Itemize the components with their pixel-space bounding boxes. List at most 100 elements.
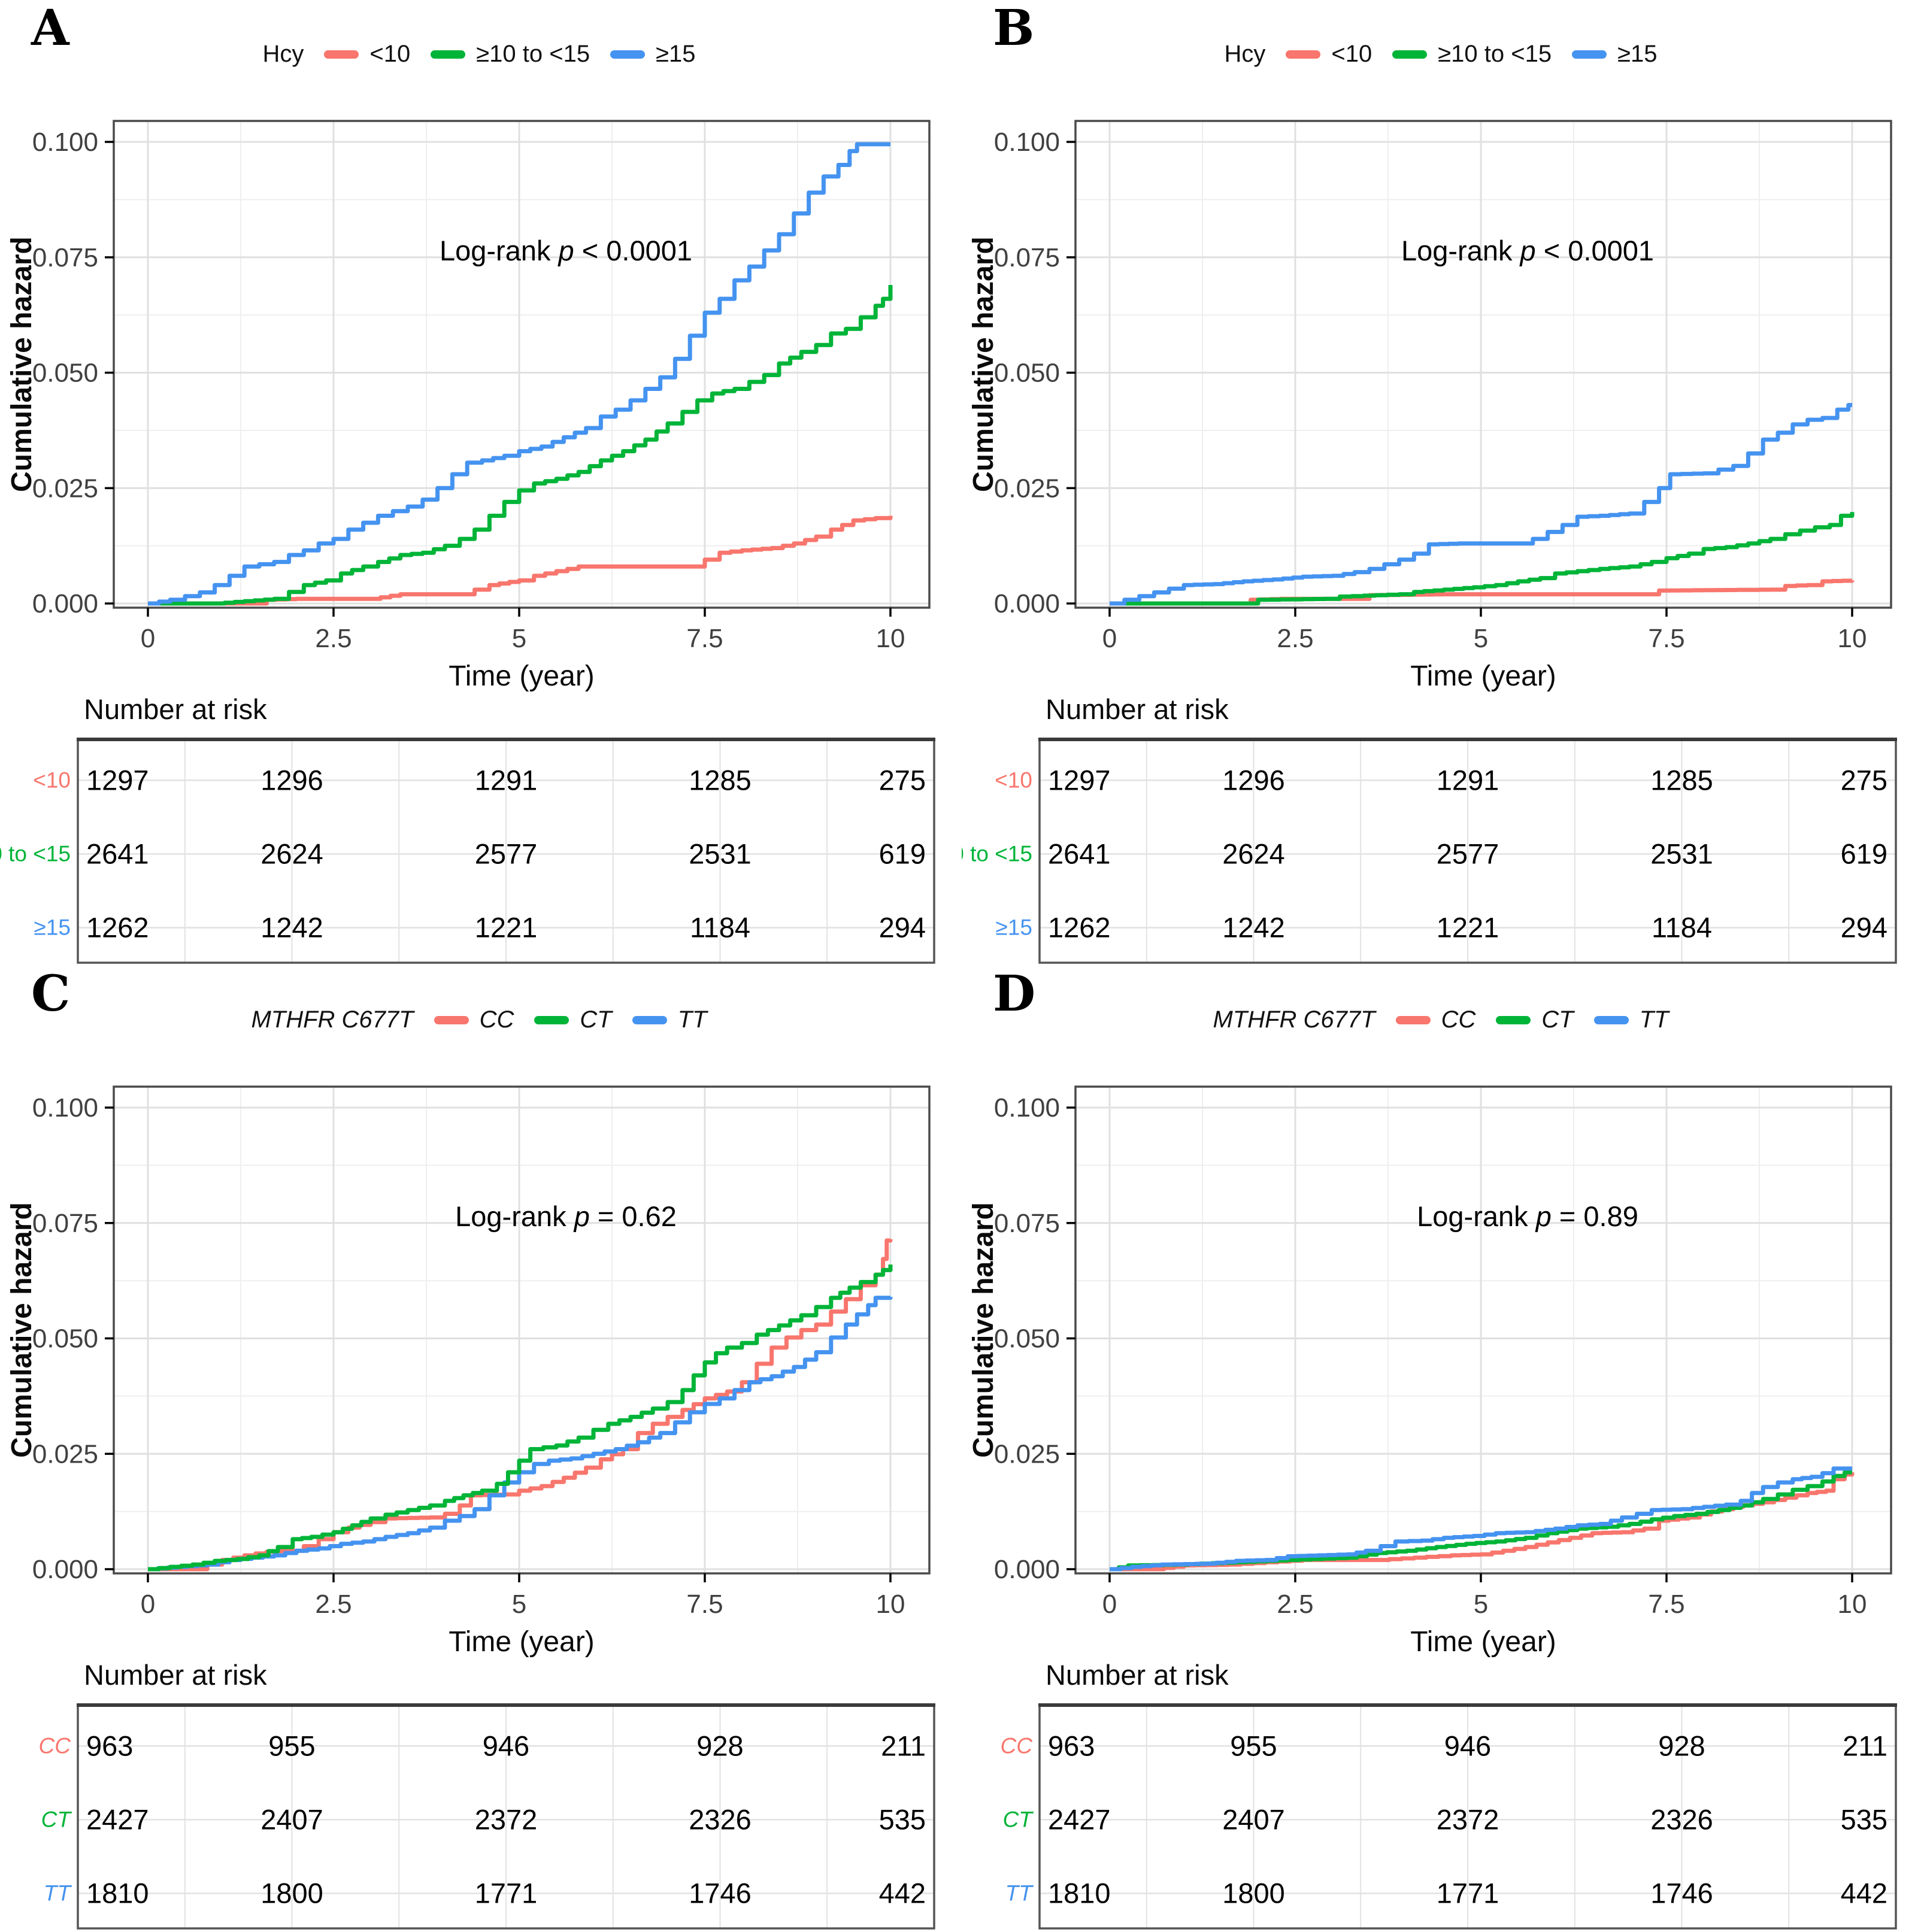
svg-text:0.075: 0.075 bbox=[994, 243, 1060, 272]
panel: B Hcy <10 ≥10 to <15 ≥15 0 2.5 5 7.5 10 0.000… bbox=[962, 0, 1924, 966]
legend-swatch-green-icon bbox=[1496, 1015, 1531, 1024]
risk-value: 1242 bbox=[1222, 911, 1285, 943]
svg-text:0.000: 0.000 bbox=[994, 1555, 1060, 1584]
risk-value: 2407 bbox=[260, 1803, 323, 1835]
gridlines bbox=[114, 1087, 929, 1573]
legend-swatch-blue-icon bbox=[632, 1015, 667, 1024]
panel: D MTHFR C677T CC CT TT 0 2.5 5 7.5 10 0.000 0.… bbox=[962, 966, 1924, 1932]
svg-text:7.5: 7.5 bbox=[686, 1590, 723, 1619]
cumulative-hazard-chart: 0 2.5 5 7.5 10 0.000 0.025 0.050 0.075 0.100 Time … bbox=[0, 1056, 962, 1660]
legend-label: ≥15 bbox=[656, 41, 696, 67]
axis-ticks: 0 2.5 5 7.5 10 0.000 0.025 0.050 0.075 0.100 bbox=[994, 128, 1867, 653]
risk-value: 1285 bbox=[1650, 764, 1713, 796]
series-curve bbox=[148, 1264, 893, 1572]
risk-table-title: Number at risk bbox=[1046, 1659, 1229, 1691]
axis-ticks: 0 2.5 5 7.5 10 0.000 0.025 0.050 0.075 0.100 bbox=[32, 1093, 905, 1619]
risk-value: 2407 bbox=[1222, 1803, 1285, 1835]
risk-value: 275 bbox=[879, 764, 926, 796]
risk-value: 963 bbox=[86, 1730, 133, 1761]
risk-value: 1810 bbox=[1048, 1877, 1111, 1909]
risk-value: 275 bbox=[1841, 764, 1887, 796]
risk-row-label: <10 bbox=[33, 768, 71, 792]
y-axis-title: Cumulative hazard bbox=[968, 236, 999, 492]
legend-title: MTHFR C677T bbox=[251, 1006, 414, 1033]
y-axis-title: Cumulative hazard bbox=[6, 1202, 38, 1458]
svg-text:2.5: 2.5 bbox=[1277, 624, 1313, 653]
risk-table-svg: Number at risk <10 1297 1296 1291 1285 275 ≥10 … bbox=[0, 693, 935, 964]
svg-text:0.000: 0.000 bbox=[994, 589, 1060, 618]
legend-label: ≥15 bbox=[1617, 41, 1658, 67]
legend-item: CT bbox=[534, 1006, 612, 1033]
chart-svg-A: 0 2.5 5 7.5 10 0.000 0.025 0.050 0.075 0.100 Time … bbox=[6, 120, 931, 692]
risk-value: 928 bbox=[696, 1730, 743, 1761]
risk-value: 211 bbox=[1843, 1730, 1887, 1761]
legend: MTHFR C677T CC CT TT bbox=[980, 1006, 1902, 1033]
legend-label: CC bbox=[479, 1006, 514, 1033]
risk-table-title: Number at risk bbox=[84, 1659, 267, 1691]
legend-label: CT bbox=[580, 1006, 612, 1033]
legend-label: CC bbox=[1441, 1006, 1476, 1033]
legend-label: ≥10 to <15 bbox=[476, 41, 590, 67]
svg-text:5: 5 bbox=[1474, 624, 1488, 653]
x-axis-title: Time (year) bbox=[1410, 660, 1556, 692]
legend-label: CT bbox=[1541, 1006, 1574, 1033]
gridlines bbox=[1075, 1087, 1891, 1573]
risk-value: 211 bbox=[881, 1730, 926, 1761]
risk-value: 1262 bbox=[86, 911, 149, 943]
legend-item: ≥10 to <15 bbox=[431, 41, 590, 68]
risk-value: 535 bbox=[879, 1803, 926, 1835]
risk-value: 1800 bbox=[260, 1877, 323, 1909]
risk-value: 2577 bbox=[1437, 838, 1499, 869]
risk-gridlines bbox=[1040, 1705, 1896, 1928]
risk-row-label: ≥10 to <15 bbox=[0, 841, 71, 866]
legend-title: Hcy bbox=[262, 41, 304, 67]
risk-row-label: ≥10 to <15 bbox=[962, 841, 1032, 866]
legend-item: ≥10 to <15 bbox=[1392, 41, 1552, 68]
risk-gridlines bbox=[78, 739, 934, 963]
risk-value: 1242 bbox=[260, 911, 323, 943]
series bbox=[1110, 1466, 1855, 1572]
risk-value: 1297 bbox=[86, 764, 149, 796]
risk-value: 1221 bbox=[475, 911, 538, 943]
risk-table-svg: Number at risk <10 1297 1296 1291 1285 275 ≥10 … bbox=[962, 693, 1897, 964]
risk-value: 1221 bbox=[1437, 911, 1499, 943]
legend-title: Hcy bbox=[1224, 41, 1266, 67]
svg-text:0.075: 0.075 bbox=[994, 1209, 1060, 1238]
legend-item: <10 bbox=[324, 41, 410, 68]
svg-text:10: 10 bbox=[1838, 1590, 1867, 1619]
legend-label: <10 bbox=[1331, 41, 1372, 67]
risk-value: 1296 bbox=[260, 764, 323, 796]
legend-swatch-green-icon bbox=[534, 1015, 569, 1024]
svg-text:7.5: 7.5 bbox=[1648, 624, 1684, 653]
y-axis-title: Cumulative hazard bbox=[6, 236, 38, 492]
svg-text:2.5: 2.5 bbox=[315, 624, 352, 653]
legend-item: TT bbox=[1593, 1006, 1669, 1033]
risk-gridlines bbox=[1040, 739, 1896, 963]
x-axis-title: Time (year) bbox=[449, 660, 595, 692]
risk-value: 294 bbox=[1841, 911, 1887, 943]
svg-text:0.050: 0.050 bbox=[32, 359, 98, 388]
risk-value: 2372 bbox=[475, 1803, 538, 1835]
legend-item: TT bbox=[632, 1006, 707, 1033]
risk-value: 955 bbox=[268, 1730, 315, 1761]
risk-value: 1291 bbox=[475, 764, 538, 796]
legend-item: <10 bbox=[1286, 41, 1372, 68]
x-axis-title: Time (year) bbox=[1410, 1626, 1556, 1658]
risk-row-label: ≥15 bbox=[34, 915, 71, 939]
legend-label: TT bbox=[677, 1006, 707, 1033]
risk-row-label: CC bbox=[39, 1733, 71, 1758]
x-axis-title: Time (year) bbox=[449, 1626, 595, 1658]
risk-row-label: CT bbox=[1003, 1807, 1034, 1831]
svg-text:10: 10 bbox=[876, 624, 905, 653]
series-curve bbox=[1110, 1466, 1852, 1572]
panel: A Hcy <10 ≥10 to <15 ≥15 0 2.5 5 7.5 10 0.000… bbox=[0, 0, 962, 966]
risk-row-label: TT bbox=[1005, 1881, 1034, 1905]
risk-gridlines bbox=[78, 1705, 934, 1928]
risk-value: 2427 bbox=[86, 1803, 149, 1835]
svg-text:0.075: 0.075 bbox=[32, 1209, 98, 1238]
risk-row-label: CT bbox=[41, 1807, 72, 1831]
risk-value: 1746 bbox=[1650, 1877, 1713, 1909]
logrank-annotation: Log-rank p = 0.89 bbox=[1417, 1200, 1638, 1232]
svg-text:7.5: 7.5 bbox=[686, 624, 723, 653]
risk-value: 1771 bbox=[1437, 1877, 1499, 1909]
